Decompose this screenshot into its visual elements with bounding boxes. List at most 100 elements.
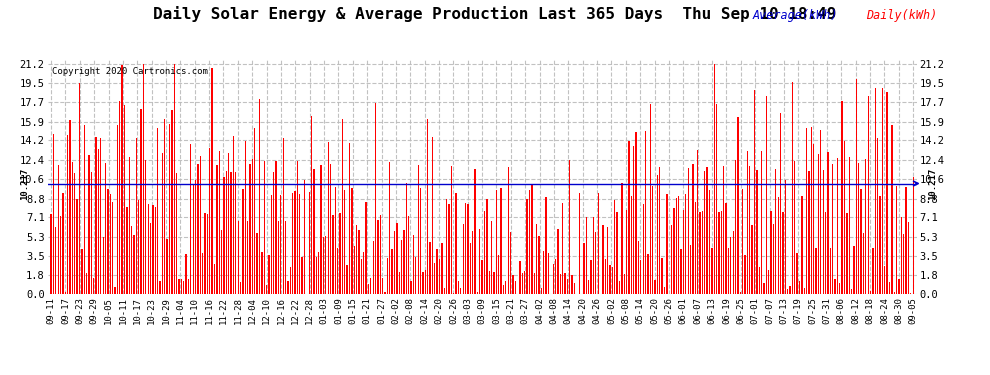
- Bar: [169, 124, 170, 294]
- Bar: [176, 174, 177, 294]
- Bar: [664, 287, 665, 294]
- Bar: [358, 230, 359, 294]
- Bar: [773, 224, 774, 294]
- Bar: [204, 213, 206, 294]
- Bar: [372, 241, 374, 294]
- Bar: [792, 82, 793, 294]
- Bar: [318, 252, 320, 294]
- Bar: [626, 210, 628, 294]
- Bar: [539, 237, 540, 294]
- Bar: [768, 270, 769, 294]
- Bar: [152, 205, 153, 294]
- Bar: [787, 288, 788, 294]
- Bar: [894, 291, 895, 294]
- Bar: [562, 204, 563, 294]
- Bar: [656, 175, 658, 294]
- Text: Daily(kWh): Daily(kWh): [866, 9, 938, 22]
- Bar: [777, 197, 779, 294]
- Bar: [733, 231, 734, 294]
- Bar: [462, 224, 464, 294]
- Bar: [379, 214, 381, 294]
- Bar: [515, 281, 516, 294]
- Bar: [112, 202, 113, 294]
- Bar: [60, 216, 61, 294]
- Bar: [356, 225, 357, 294]
- Bar: [828, 152, 829, 294]
- Bar: [238, 221, 239, 294]
- Bar: [273, 172, 274, 294]
- Bar: [297, 160, 298, 294]
- Bar: [219, 151, 220, 294]
- Bar: [64, 292, 66, 294]
- Bar: [547, 253, 549, 294]
- Bar: [245, 141, 246, 294]
- Bar: [316, 256, 317, 294]
- Bar: [197, 164, 199, 294]
- Bar: [131, 226, 133, 294]
- Bar: [761, 151, 762, 294]
- Bar: [258, 99, 260, 294]
- Bar: [171, 110, 172, 294]
- Bar: [612, 267, 613, 294]
- Bar: [448, 204, 449, 294]
- Bar: [181, 279, 182, 294]
- Bar: [602, 225, 604, 294]
- Bar: [559, 273, 561, 294]
- Bar: [738, 117, 739, 294]
- Bar: [360, 259, 362, 294]
- Bar: [183, 281, 184, 294]
- Bar: [843, 141, 845, 294]
- Bar: [159, 281, 160, 294]
- Bar: [76, 200, 78, 294]
- Bar: [617, 212, 618, 294]
- Bar: [510, 232, 511, 294]
- Bar: [401, 240, 402, 294]
- Bar: [823, 170, 824, 294]
- Bar: [683, 210, 684, 294]
- Bar: [756, 170, 757, 294]
- Bar: [124, 105, 125, 294]
- Bar: [136, 138, 137, 294]
- Bar: [292, 194, 293, 294]
- Bar: [325, 236, 327, 294]
- Bar: [340, 213, 341, 294]
- Bar: [813, 144, 815, 294]
- Bar: [557, 229, 558, 294]
- Bar: [166, 239, 167, 294]
- Bar: [647, 254, 648, 294]
- Bar: [707, 167, 708, 294]
- Bar: [498, 255, 499, 294]
- Bar: [413, 235, 414, 294]
- Bar: [282, 138, 284, 294]
- Bar: [93, 279, 94, 294]
- Bar: [532, 185, 533, 294]
- Bar: [825, 212, 827, 294]
- Bar: [520, 261, 521, 294]
- Bar: [808, 171, 810, 294]
- Bar: [200, 156, 201, 294]
- Bar: [794, 161, 795, 294]
- Bar: [79, 83, 80, 294]
- Bar: [415, 257, 417, 294]
- Bar: [465, 203, 466, 294]
- Bar: [593, 217, 594, 294]
- Bar: [595, 232, 596, 294]
- Bar: [633, 146, 635, 294]
- Bar: [740, 292, 741, 294]
- Bar: [811, 127, 812, 294]
- Bar: [735, 160, 737, 294]
- Bar: [853, 246, 854, 294]
- Bar: [889, 282, 890, 294]
- Bar: [185, 254, 187, 294]
- Bar: [149, 223, 151, 294]
- Bar: [666, 194, 667, 294]
- Bar: [450, 166, 452, 294]
- Bar: [652, 186, 653, 294]
- Bar: [692, 164, 694, 294]
- Bar: [226, 171, 227, 294]
- Bar: [209, 147, 211, 294]
- Bar: [481, 260, 483, 294]
- Bar: [695, 202, 696, 294]
- Bar: [164, 119, 165, 294]
- Bar: [161, 153, 163, 294]
